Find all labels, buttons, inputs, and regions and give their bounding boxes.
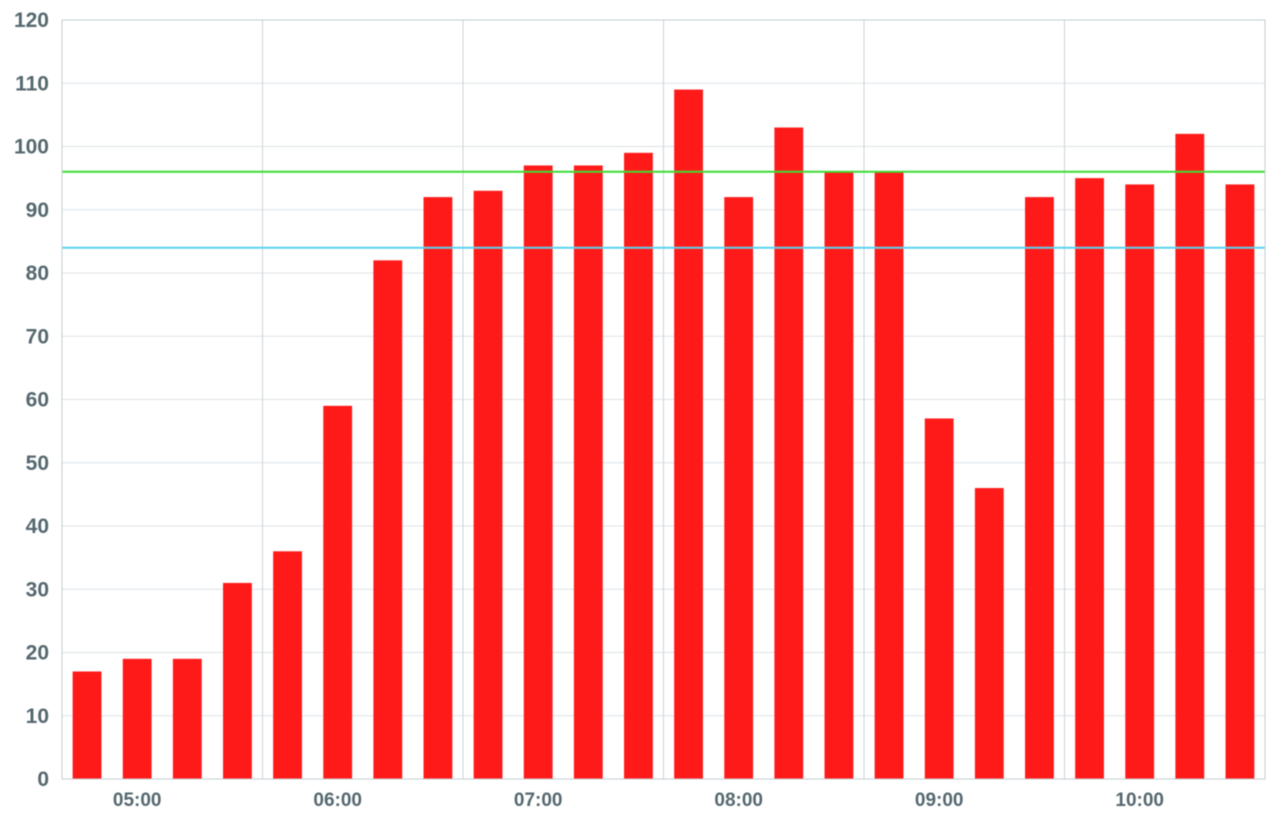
svg-text:80: 80 bbox=[26, 262, 49, 285]
svg-text:20: 20 bbox=[26, 642, 49, 665]
svg-text:60: 60 bbox=[26, 389, 49, 412]
svg-text:70: 70 bbox=[26, 325, 49, 348]
svg-text:05:00: 05:00 bbox=[113, 790, 162, 811]
svg-text:50: 50 bbox=[26, 452, 49, 475]
svg-text:90: 90 bbox=[26, 199, 49, 222]
svg-text:07:00: 07:00 bbox=[514, 790, 563, 811]
svg-text:08:00: 08:00 bbox=[714, 790, 763, 811]
svg-text:10:00: 10:00 bbox=[1115, 790, 1164, 811]
svg-text:0: 0 bbox=[37, 768, 49, 791]
svg-text:120: 120 bbox=[14, 9, 49, 32]
svg-text:30: 30 bbox=[26, 578, 49, 601]
svg-text:10: 10 bbox=[26, 705, 49, 728]
svg-text:110: 110 bbox=[15, 72, 49, 95]
svg-text:40: 40 bbox=[26, 515, 49, 538]
svg-text:06:00: 06:00 bbox=[313, 790, 362, 811]
svg-text:100: 100 bbox=[14, 136, 49, 159]
svg-text:09:00: 09:00 bbox=[915, 790, 964, 811]
